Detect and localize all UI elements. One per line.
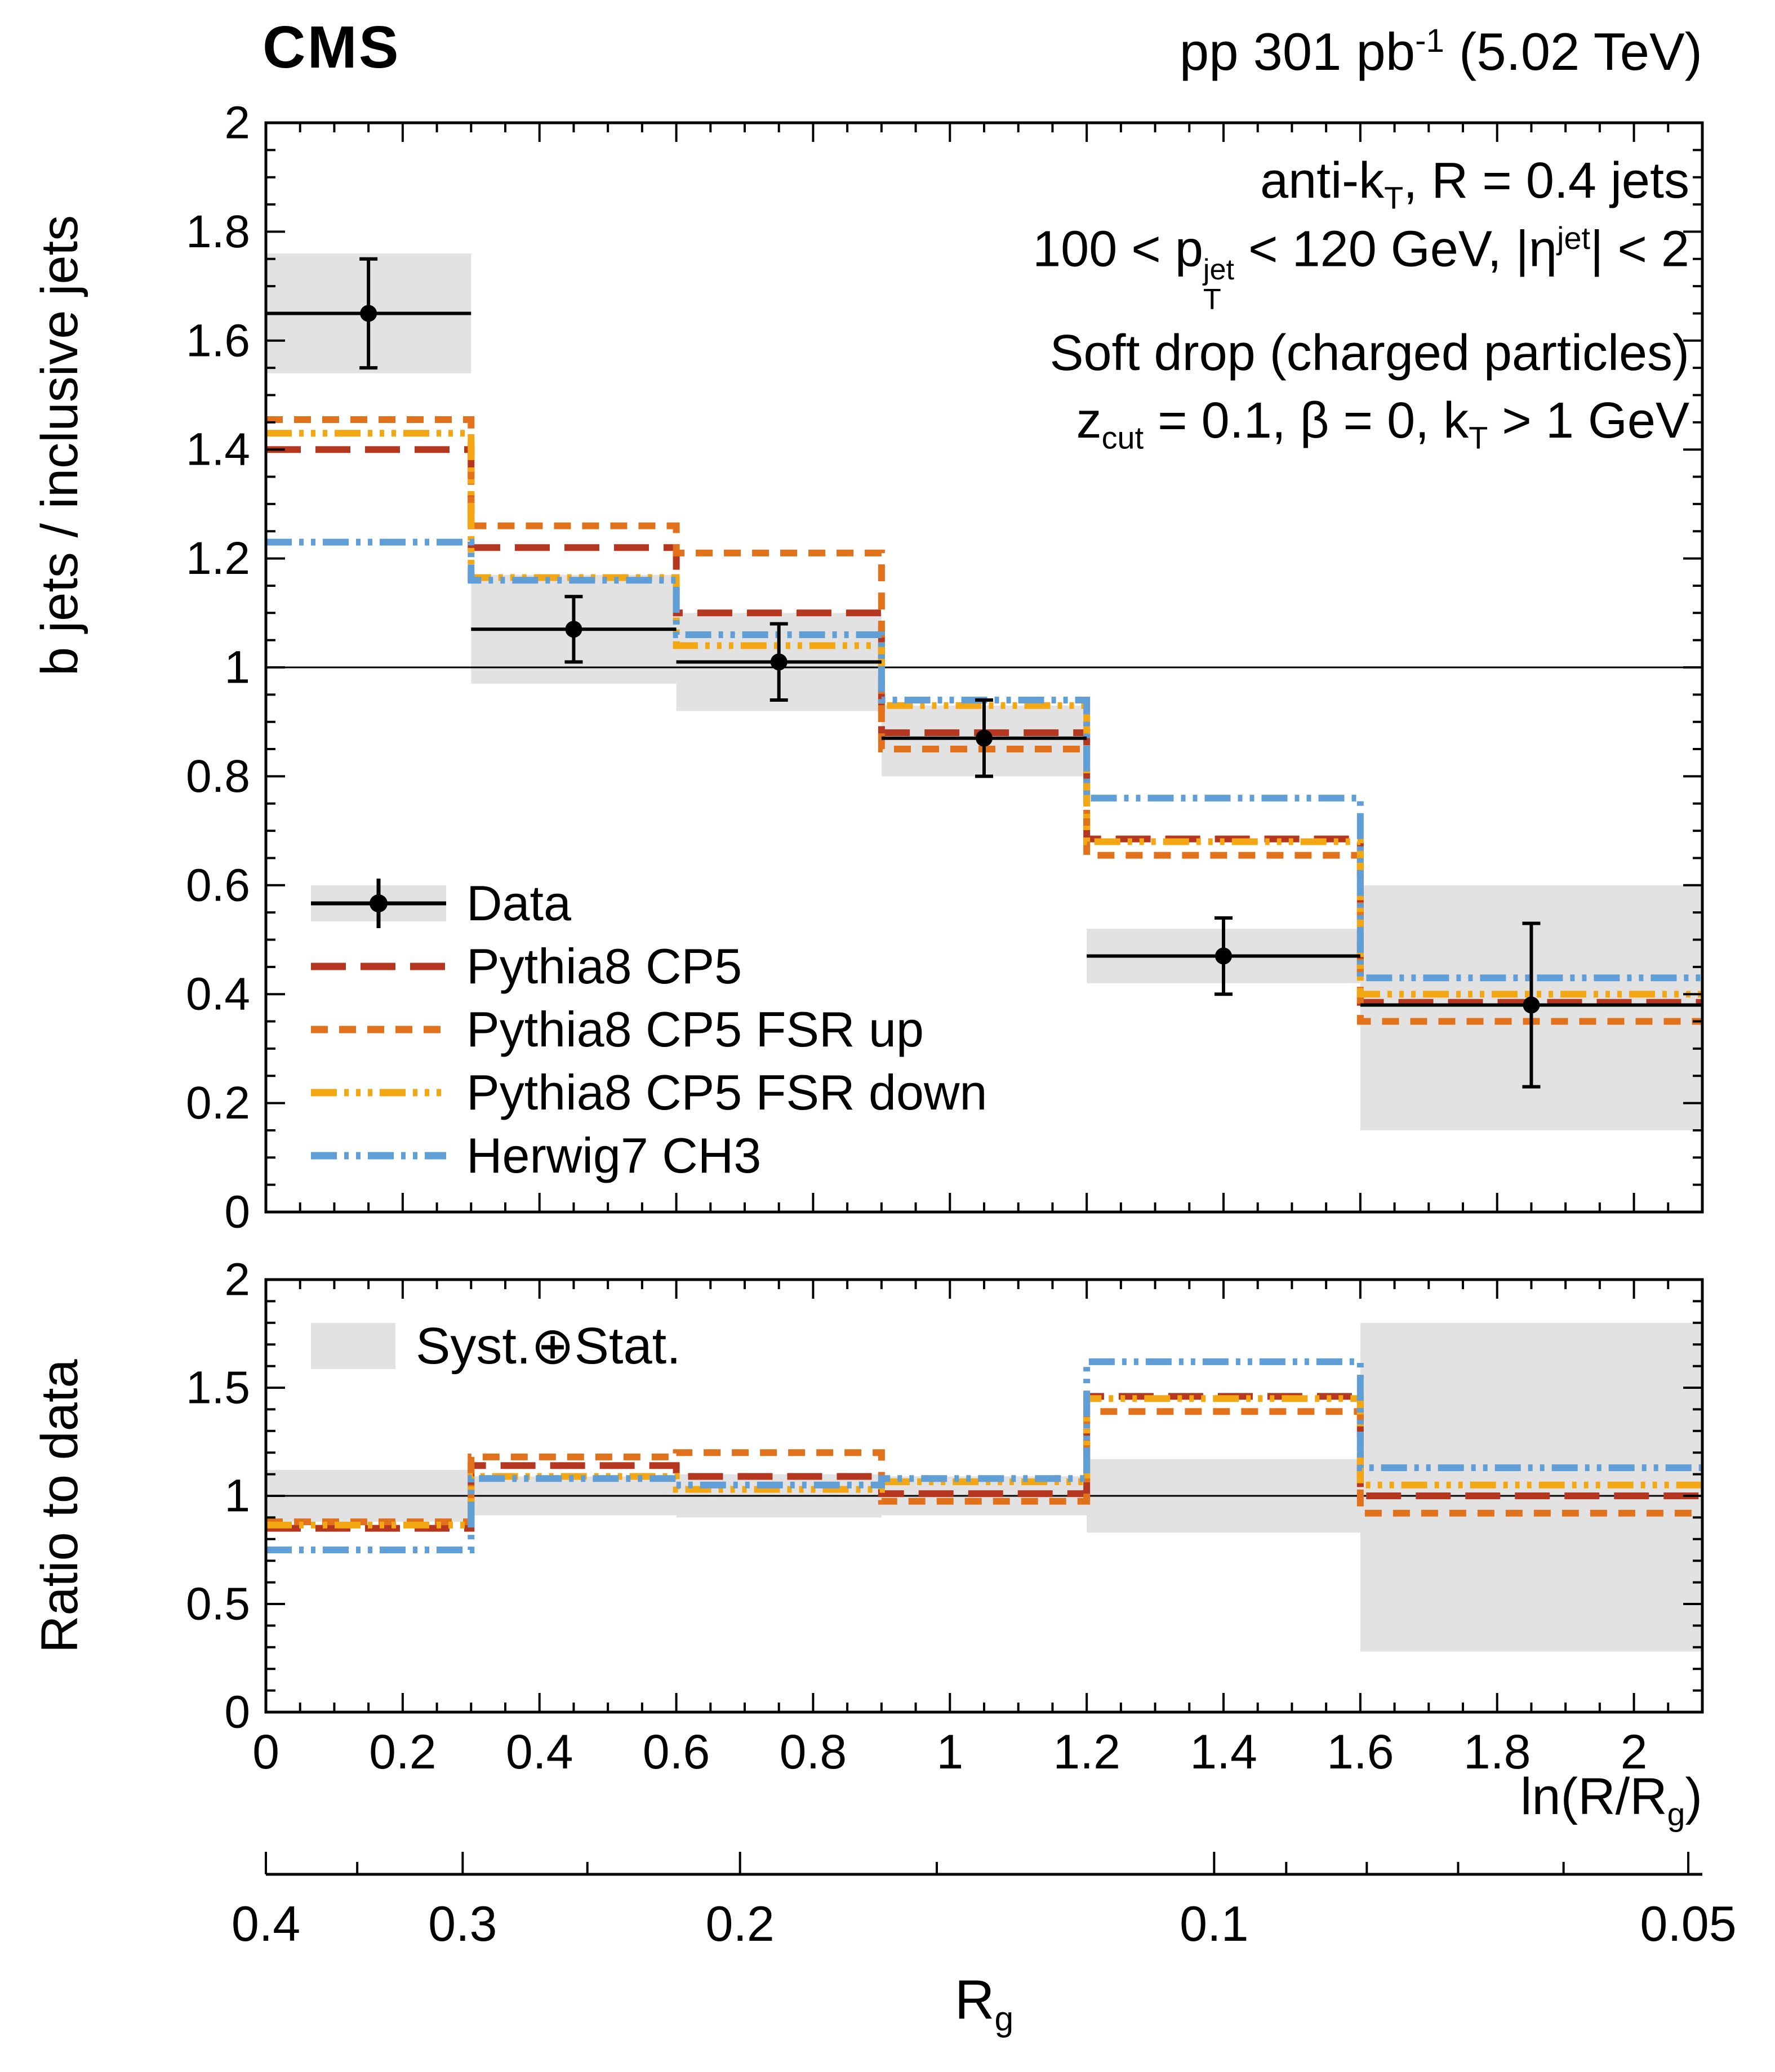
y-tick-label: 1 [224, 642, 250, 693]
legend-item-pythia8-cp5-fsr-up: Pythia8 CP5 FSR up [311, 998, 987, 1061]
y-tick-label: 0.6 [186, 859, 250, 911]
legend-item-pythia8-cp5-fsr-down: Pythia8 CP5 FSR down [311, 1061, 987, 1124]
data-marker [565, 621, 582, 638]
x-tick-label: 1 [936, 1725, 963, 1779]
series-ratio-herwig7-ch3 [266, 1358, 1702, 1553]
legend: Data Pythia8 CP5 Pythia8 CP5 FSR up Pyth… [311, 872, 987, 1187]
data-marker [770, 653, 788, 671]
y-tick-label: 1.2 [186, 533, 250, 584]
legend-swatch-pythia8-cp5-fsr-up [311, 1026, 446, 1033]
data-marker [1523, 996, 1540, 1014]
ratio-legend-label: Syst.⊕Stat. [416, 1317, 681, 1375]
legend-swatch-herwig7-ch3 [311, 1152, 446, 1160]
series-ratio-pythia8-cp5-fsr-down [266, 1395, 1702, 1529]
legend-item-data: Data [311, 872, 987, 935]
y-tick-label: 0.8 [186, 751, 250, 802]
y-tick-label: 2 [224, 1254, 250, 1305]
data-point-group [266, 257, 471, 370]
lumi-label: pp 301 pb-1 (5.02 TeV) [1179, 22, 1702, 81]
y-tick-label: 0 [224, 1687, 250, 1738]
legend-label-pythia8-cp5-fsr-down: Pythia8 CP5 FSR down [466, 1064, 987, 1120]
y-tick-label: 1.5 [186, 1362, 250, 1414]
x-axis-title: ln(R/Rg) [1520, 1768, 1702, 1833]
legend-label-pythia8-cp5: Pythia8 CP5 [466, 938, 742, 994]
x-tick-label: 0 [252, 1725, 279, 1779]
x-tick-label: 0.6 [643, 1725, 710, 1779]
annotation-zcut: zcut = 0.1, β = 0, kT > 1 GeV [1076, 393, 1689, 456]
data-point-group [1087, 916, 1360, 996]
data-point-group [1360, 921, 1702, 1089]
data-point-group [676, 622, 882, 702]
x-tick-label: 1.6 [1327, 1725, 1394, 1779]
legend-swatch-pythia8-cp5-fsr-down [311, 1089, 446, 1097]
x-tick-label: 0.2 [369, 1725, 437, 1779]
cms-label: CMS [263, 14, 401, 81]
syst-stat-band-swatch [311, 1322, 395, 1369]
x-tick-label: 0.4 [506, 1725, 573, 1779]
rg-tick-label: 0.4 [232, 1896, 300, 1951]
legend-swatch-data [311, 879, 446, 928]
y-tick-label: 1.8 [186, 206, 250, 257]
legend-swatch-pythia8-cp5 [311, 963, 446, 970]
data-point-group [881, 698, 1087, 778]
data-marker [976, 729, 993, 747]
ratio-y-axis-title: Ratio to data [31, 1359, 88, 1653]
legend-label-data: Data [466, 875, 571, 931]
legend-label-pythia8-cp5-fsr-up: Pythia8 CP5 FSR up [466, 1001, 924, 1057]
legend-label-herwig7-ch3: Herwig7 CH3 [466, 1128, 762, 1183]
legend-item-pythia8-cp5: Pythia8 CP5 [311, 935, 987, 998]
annotation-pt-range: 100 < p jet T < 120 GeV, |ηjet| < 2 [1033, 220, 1689, 317]
x-tick-label: 1.4 [1190, 1725, 1257, 1779]
data-marker [1215, 947, 1232, 965]
data-point-group [471, 595, 677, 664]
y-tick-label: 2 [224, 97, 250, 149]
annotation-softdrop: Soft drop (charged particles) [1049, 325, 1689, 381]
rg-tick-label: 0.05 [1640, 1896, 1736, 1951]
y-tick-label: 1 [224, 1471, 250, 1522]
rg-axis-title: Rg [954, 1968, 1014, 2038]
x-tick-label: 2 [1621, 1725, 1648, 1779]
y-tick-label: 1.6 [186, 315, 250, 366]
series-top-herwig7-ch3 [266, 538, 1702, 982]
chart-shape [370, 894, 388, 912]
data-marker [360, 305, 377, 322]
x-tick-label: 1.2 [1053, 1725, 1120, 1779]
y-tick-label: 0.5 [186, 1579, 250, 1630]
y-tick-label: 0.4 [186, 969, 250, 1020]
rg-tick-label: 0.1 [1180, 1896, 1248, 1951]
legend-item-herwig7-ch3: Herwig7 CH3 [311, 1124, 987, 1187]
top-y-axis-title: b jets / inclusive jets [31, 215, 88, 676]
x-tick-label: 1.8 [1463, 1725, 1531, 1779]
annotation-antikt: anti-kT, R = 0.4 jets [1260, 153, 1689, 216]
rg-tick-label: 0.3 [428, 1896, 497, 1951]
x-tick-label: 0.8 [780, 1725, 847, 1779]
y-tick-label: 1.4 [186, 424, 250, 475]
y-tick-label: 0.2 [186, 1077, 250, 1129]
ratio-legend: Syst.⊕Stat. [311, 1316, 681, 1376]
y-tick-label: 0 [224, 1187, 250, 1238]
rg-tick-label: 0.2 [706, 1896, 775, 1951]
